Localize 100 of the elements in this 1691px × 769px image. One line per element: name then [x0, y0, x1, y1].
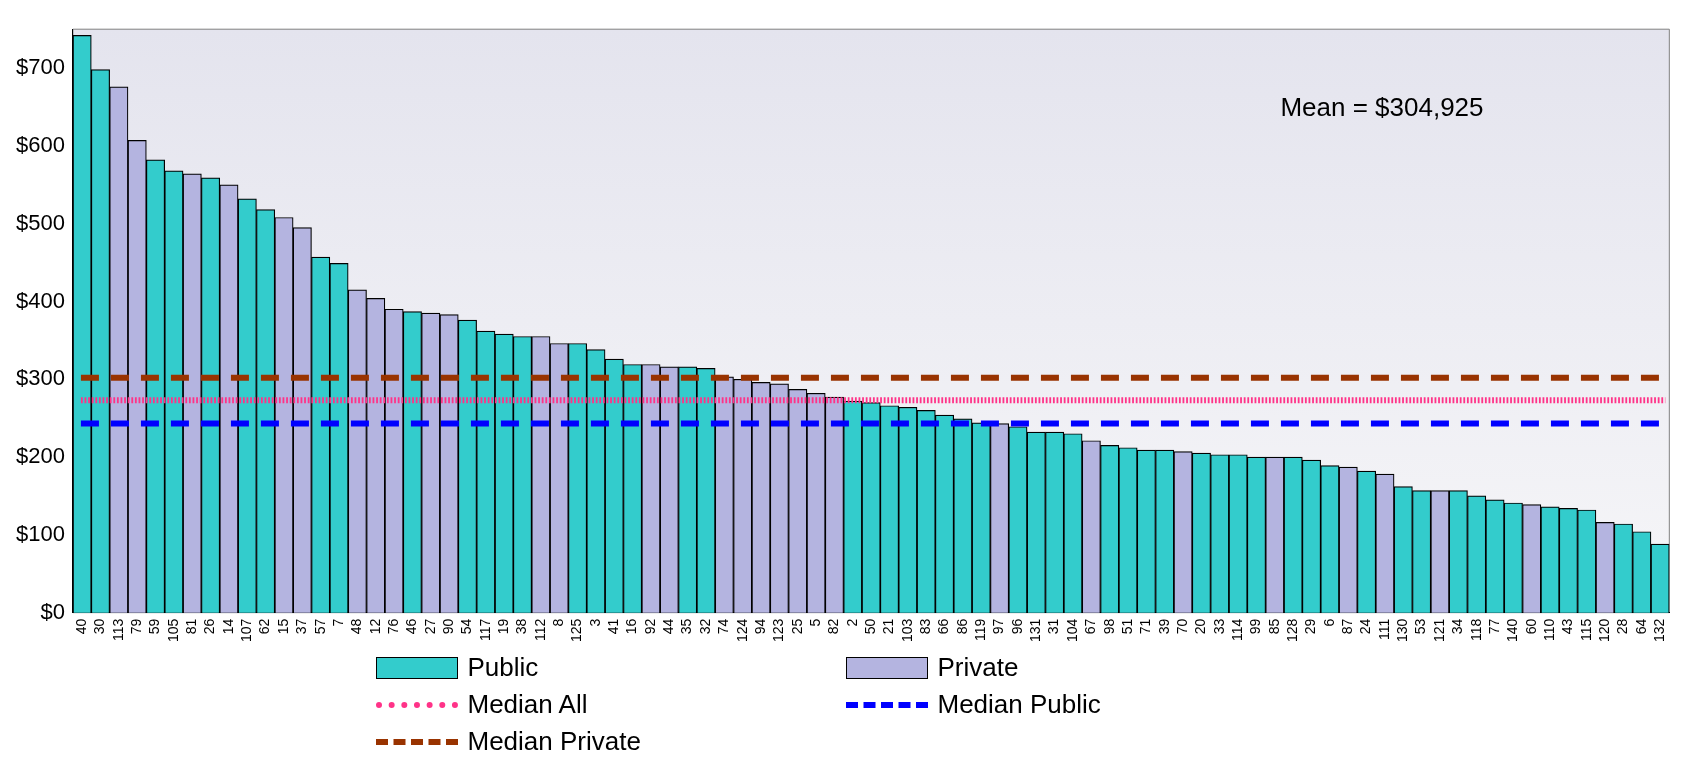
y-tick-label: $200 — [15, 443, 65, 469]
x-tick-label: 54 — [458, 618, 475, 635]
x-tick-label: 74 — [715, 618, 732, 635]
x-tick-label: 67 — [1082, 618, 1099, 635]
x-tick-label: 27 — [421, 618, 438, 635]
legend-label: Median All — [467, 689, 588, 720]
x-tick-label: 28 — [1614, 618, 1631, 635]
x-tick-label: 105 — [164, 618, 181, 642]
x-tick-label: 16 — [623, 618, 640, 635]
x-tick-label: 124 — [733, 618, 750, 642]
x-tick-label: 130 — [1394, 618, 1411, 642]
x-tick-label: 20 — [1192, 618, 1209, 635]
x-tick-label: 34 — [1449, 618, 1466, 635]
x-tick-label: 14 — [219, 618, 236, 635]
x-tick-label: 98 — [1100, 618, 1117, 635]
x-tick-label: 86 — [953, 618, 970, 635]
x-tick-label: 114 — [1228, 618, 1245, 641]
x-tick-label: 87 — [1339, 618, 1356, 635]
x-tick-label: 40 — [72, 618, 89, 635]
x-tick-label: 113 — [109, 618, 126, 641]
x-tick-label: 7 — [329, 618, 346, 627]
x-tick-label: 97 — [990, 618, 1007, 635]
x-tick-label: 38 — [513, 618, 530, 635]
x-tick-label: 29 — [1302, 618, 1319, 635]
x-tick-label: 115 — [1577, 618, 1594, 641]
x-tick-label: 112 — [531, 618, 548, 641]
x-tick-label: 3 — [586, 618, 603, 627]
x-tick-label: 77 — [1485, 618, 1502, 635]
y-tick-label: $300 — [15, 365, 65, 391]
x-tick-label: 50 — [861, 618, 878, 635]
y-tick-label: $400 — [15, 287, 65, 313]
x-tick-label: 8 — [550, 618, 567, 627]
x-tick-label: 90 — [439, 618, 456, 635]
x-tick-label: 104 — [1063, 618, 1080, 642]
x-tick-label: 132 — [1651, 618, 1667, 642]
x-tick-label: 60 — [1522, 618, 1539, 635]
y-tick-label: $500 — [15, 209, 65, 235]
x-tick-label: 31 — [1045, 618, 1062, 635]
x-tick-label: 121 — [1430, 618, 1447, 642]
x-tick-label: 25 — [788, 618, 805, 635]
x-tick-label: 26 — [201, 618, 218, 635]
x-tick-label: 39 — [1155, 618, 1172, 635]
x-tick-label: 46 — [403, 618, 420, 635]
x-tick-label: 53 — [1412, 618, 1429, 635]
x-tick-label: 96 — [1008, 618, 1025, 635]
annotation: Mean = $304,925 — [1280, 92, 1484, 123]
x-tick-label: 32 — [696, 618, 713, 635]
y-tick-label: $700 — [15, 54, 65, 80]
x-tick-label: 12 — [366, 618, 383, 635]
x-tick-label: 59 — [146, 618, 163, 635]
x-tick-label: 103 — [898, 618, 915, 642]
x-tick-label: 99 — [1247, 618, 1264, 635]
y-tick-label: $100 — [15, 520, 65, 546]
x-tick-label: 71 — [1137, 618, 1154, 635]
x-tick-label: 85 — [1265, 618, 1282, 635]
x-tick-label: 24 — [1357, 618, 1374, 635]
series-label: Public — [467, 652, 539, 683]
x-tick-label: 117 — [476, 618, 493, 641]
x-tick-label: 43 — [1559, 618, 1576, 635]
x-tick-label: 119 — [972, 618, 989, 641]
y-tick-label: $0 — [40, 598, 65, 624]
x-tick-label: 92 — [641, 618, 658, 635]
legend-label: Median Public — [937, 689, 1101, 720]
x-tick-label: 83 — [917, 618, 934, 635]
y-tick-label: $600 — [15, 131, 65, 157]
x-tick-label: 123 — [770, 618, 787, 642]
x-tick-label: 82 — [825, 618, 842, 635]
x-tick-label: 81 — [183, 618, 200, 635]
x-tick-label: 120 — [1595, 618, 1612, 642]
legend-label: Median Private — [467, 726, 641, 757]
x-tick-label: 131 — [1027, 618, 1044, 642]
x-tick-label: 107 — [238, 618, 255, 642]
x-tick-label: 111 — [1375, 618, 1392, 640]
legend-label: Private — [937, 652, 1019, 683]
x-tick-label: 37 — [293, 618, 310, 635]
x-tick-label: 21 — [880, 618, 897, 635]
x-tick-label: 35 — [678, 618, 695, 635]
x-tick-label: 48 — [348, 618, 365, 635]
x-tick-label: 76 — [384, 618, 401, 635]
x-tick-label: 15 — [274, 618, 291, 635]
x-tick-label: 140 — [1504, 618, 1521, 642]
x-tick-label: 110 — [1540, 618, 1557, 641]
x-tick-label: 44 — [660, 618, 677, 635]
x-tick-label: 128 — [1284, 618, 1301, 642]
x-tick-label: 2 — [843, 618, 860, 627]
x-tick-label: 19 — [495, 618, 512, 635]
x-tick-label: 70 — [1173, 618, 1190, 635]
x-tick-label: 57 — [311, 618, 328, 635]
x-tick-label: 125 — [568, 618, 585, 642]
x-tick-label: 51 — [1118, 618, 1135, 635]
x-tick-label: 66 — [935, 618, 952, 635]
x-tick-label: 41 — [605, 618, 622, 635]
x-tick-label: 94 — [751, 618, 768, 635]
x-tick-label: 30 — [91, 618, 108, 635]
x-tick-label: 62 — [256, 618, 273, 635]
x-tick-label: 5 — [806, 618, 823, 627]
x-tick-label: 6 — [1320, 618, 1337, 627]
x-tick-label: 33 — [1210, 618, 1227, 635]
x-tick-label: 64 — [1632, 618, 1649, 635]
x-tick-label: 79 — [128, 618, 145, 635]
